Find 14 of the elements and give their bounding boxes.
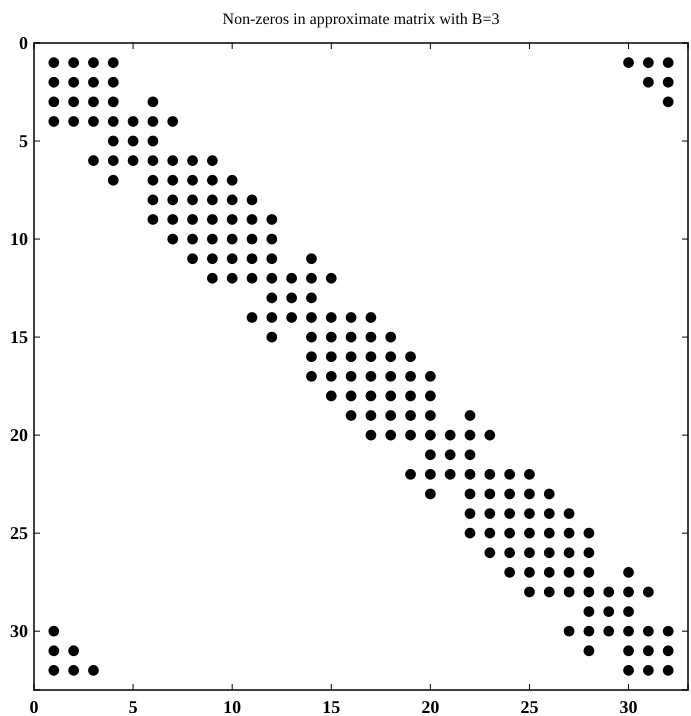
y-tick-label: 5 <box>19 130 28 151</box>
y-tick-label: 15 <box>10 326 28 347</box>
x-tick-label: 15 <box>322 696 340 716</box>
y-tick-label: 30 <box>10 620 28 641</box>
y-tick-label: 20 <box>10 424 28 445</box>
x-tick-label: 25 <box>520 696 538 716</box>
y-tick-label: 0 <box>19 32 28 53</box>
y-tick-label: 10 <box>10 228 28 249</box>
y-tick-label: 25 <box>10 522 28 543</box>
x-tick-label: 20 <box>421 696 440 716</box>
x-tick-label: 5 <box>128 696 138 716</box>
x-tick-label: 10 <box>223 696 242 716</box>
x-tick-label: 30 <box>620 696 638 716</box>
chart-title: Non-zeros in approximate matrix with B=3 <box>222 11 500 28</box>
